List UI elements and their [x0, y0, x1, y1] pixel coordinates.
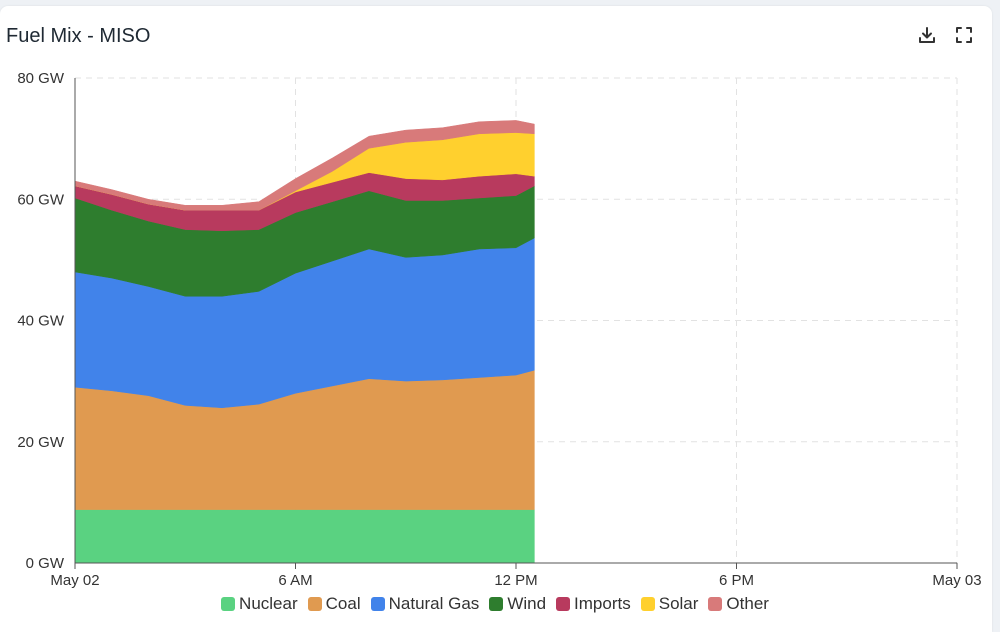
legend-label: Other — [726, 594, 769, 613]
legend-item-other[interactable]: Other — [708, 594, 769, 614]
legend-item-solar[interactable]: Solar — [640, 594, 699, 614]
x-tick-label: 6 AM — [278, 572, 312, 589]
legend-swatch — [370, 597, 385, 611]
legend: Nuclear Coal Natural Gas Wind Imports Solar Ot… — [0, 594, 990, 614]
legend-swatch — [307, 597, 322, 611]
legend-swatch — [221, 597, 236, 611]
x-tick-label: May 02 — [50, 572, 99, 589]
y-tick-label: 0 GW — [26, 555, 65, 572]
y-tick-label: 20 GW — [17, 434, 65, 451]
legend-label: Solar — [658, 594, 699, 613]
x-tick-label: May 03 — [932, 572, 981, 589]
legend-swatch — [489, 597, 504, 611]
legend-swatch — [556, 597, 571, 611]
legend-item-imports[interactable]: Imports — [556, 594, 631, 614]
legend-label: Coal — [325, 594, 361, 613]
legend-item-coal[interactable]: Coal — [307, 594, 361, 614]
legend-item-natural-gas[interactable]: Natural Gas — [370, 594, 480, 614]
legend-item-wind[interactable]: Wind — [489, 594, 546, 614]
legend-swatch — [708, 597, 723, 611]
legend-label: Natural Gas — [388, 594, 480, 613]
y-tick-label: 60 GW — [17, 191, 65, 208]
area-nuclear — [74, 509, 535, 564]
chart-title: Fuel Mix - MISO — [6, 25, 151, 47]
y-tick-label: 80 GW — [17, 70, 65, 87]
area-other — [74, 120, 535, 211]
download-icon[interactable] — [916, 24, 938, 46]
x-tick-label: 6 PM — [719, 572, 754, 589]
y-tick-label: 40 GW — [17, 313, 65, 330]
legend-swatch — [640, 597, 655, 611]
legend-label: Nuclear — [239, 594, 298, 613]
legend-item-nuclear[interactable]: Nuclear — [221, 594, 298, 614]
fullscreen-icon[interactable] — [953, 24, 975, 46]
x-tick-label: 12 PM — [494, 572, 537, 589]
legend-label: Imports — [574, 594, 631, 613]
legend-label: Wind — [507, 594, 547, 613]
